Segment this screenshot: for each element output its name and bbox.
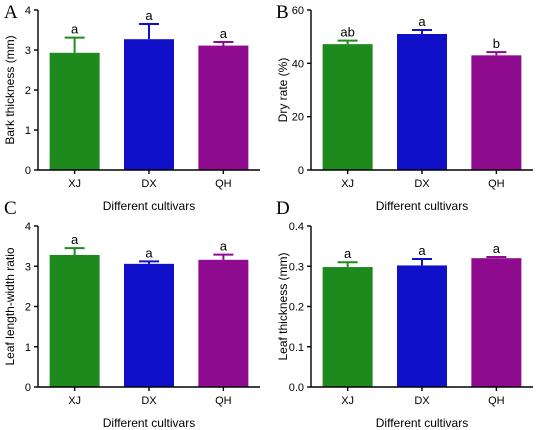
y-axis-title: Dry rate (%) [276,58,290,123]
y-tick-label: 4 [25,5,31,17]
sig-letter-dx: a [145,8,153,23]
y-tick-label: 1 [25,125,31,137]
sig-letter-xj: a [71,232,79,247]
y-axis-title: Leaf length-width ratio [3,247,17,365]
y-tick-label: 2 [25,302,31,314]
bar-dx [124,263,174,387]
bar-dx [397,265,447,387]
bar-dx [124,39,174,171]
panel-b: Bab XJ a DX b QH 0 20 40 60 Different cultivars Dry… [276,2,533,213]
panel-a: Aa XJ a DX a QH 0 1 2 3 4 Different cultivars Bark t… [3,2,260,213]
x-tick-label: DX [141,178,157,190]
x-axis-title: Different cultivars [376,416,468,430]
bar-qh [471,258,522,387]
panel-c: Ca XJ a DX a QH 0 1 2 3 4 Different cultivars Leaf l… [3,198,260,430]
x-tick-label: QH [215,395,232,407]
sig-letter-qh: a [220,239,228,254]
y-tick-label: 20 [292,112,304,124]
bar-qh [471,55,522,171]
y-tick-label: 1 [25,342,31,354]
y-tick-label: 0.1 [289,342,304,354]
bar-qh [198,259,249,387]
x-tick-label: QH [215,178,232,190]
bar-xj [322,44,373,171]
x-tick-label: XJ [341,395,354,407]
y-tick-label: 0 [25,382,31,394]
x-tick-label: XJ [68,178,81,190]
y-tick-label: 40 [292,58,304,70]
x-tick-label: DX [414,178,430,190]
panel-letter: B [276,2,289,23]
panel-letter: D [276,198,290,219]
bar-xj [49,52,100,170]
sig-letter-dx: a [418,14,426,29]
panel-d: Da XJ a DX a QH 0.0 0.1 0.2 0.3 0.4 Different culti… [276,198,533,430]
sig-letter-dx: a [418,243,426,258]
sig-letter-qh: a [220,26,228,41]
x-axis-title: Different cultivars [376,199,468,213]
x-tick-label: DX [414,395,430,407]
sig-letter-xj: a [344,246,352,261]
x-axis-title: Different cultivars [103,416,195,430]
bar-xj [322,267,373,387]
panel-letter: A [4,2,18,23]
y-tick-label: 3 [25,45,31,57]
y-tick-label: 0 [298,165,304,177]
bar-dx [397,34,447,170]
y-axis-title: Leaf thickness (mm) [276,252,290,360]
sig-letter-qh: a [493,241,501,256]
x-tick-label: XJ [341,178,354,190]
panel-letter: C [4,198,17,219]
y-tick-label: 0 [25,165,31,177]
bar-qh [198,45,249,170]
y-tick-label: 60 [292,5,304,17]
y-tick-label: 0.4 [289,221,304,233]
y-tick-label: 4 [25,221,31,233]
bar-xj [49,254,100,387]
sig-letter-xj: a [71,22,79,37]
x-tick-label: QH [488,395,505,407]
sig-letter-dx: a [145,245,153,260]
x-axis-title: Different cultivars [103,199,195,213]
y-axis-title: Bark thickness (mm) [3,35,17,144]
y-tick-label: 2 [25,85,31,97]
x-tick-label: XJ [68,395,81,407]
y-tick-label: 0.2 [289,302,304,314]
y-tick-label: 0.3 [289,261,304,273]
sig-letter-xj: ab [340,25,354,40]
y-tick-label: 0.0 [289,382,304,394]
x-tick-label: DX [141,395,157,407]
y-tick-label: 3 [25,261,31,273]
sig-letter-qh: b [493,36,500,51]
x-tick-label: QH [488,178,505,190]
